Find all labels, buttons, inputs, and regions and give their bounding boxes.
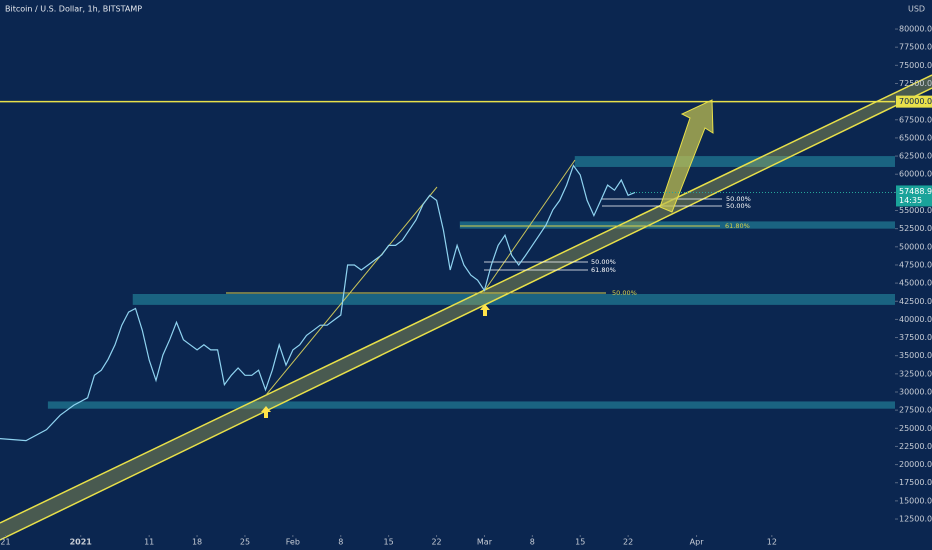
y-tick-label: 47500.00 [899,260,932,269]
y-tick-label: 80000.00 [899,25,932,34]
zone [574,156,895,167]
x-tick-label: 21 [0,538,10,547]
level-tag [896,95,932,108]
up-arrow [480,304,490,316]
x-tick-label: 22 [431,538,441,547]
y-tick-label: 60000.00 [899,170,932,179]
x-tick-label: 18 [192,538,202,547]
y-tick-label: 45000.00 [899,279,932,288]
channel-lower [0,87,932,541]
fib-label: 50.00% [612,289,637,297]
y-tick-label: 20000.00 [899,460,932,469]
x-tick-label: Mar [477,538,493,547]
fib-label: 61.80% [725,222,750,230]
x-tick-label: 25 [240,538,250,547]
y-tick-label: 30000.00 [899,387,932,396]
y-tick-label: 65000.00 [899,133,932,142]
y-tick-label: 42500.00 [899,297,932,306]
last-price-label: 57488.97 [899,187,932,196]
y-tick-label: 37500.00 [899,333,932,342]
y-tick-label: 35000.00 [899,351,932,360]
y-tick-label: 22500.00 [899,442,932,451]
currency: USD [908,5,925,14]
y-tick-label: 32500.00 [899,369,932,378]
x-tick-label: 22 [623,538,633,547]
countdown: 14:35 [899,196,922,205]
channel-fill [0,75,932,540]
y-tick-label: 67500.00 [899,115,932,124]
x-tick-label: 8 [530,538,535,547]
zone [132,293,896,305]
fib-label: 61.80% [591,266,616,274]
x-tick-label: 12 [767,538,777,547]
x-tick-label: 15 [384,538,394,547]
y-tick-label: 62500.00 [899,152,932,161]
y-tick-label: 17500.00 [899,478,932,487]
y-tick-label: 15000.00 [899,496,932,505]
chart-title: Bitcoin / U.S. Dollar, 1h, BITSTAMP [5,5,142,14]
y-tick-label: 55000.00 [899,206,932,215]
zones [47,156,896,409]
fib-labels: 50.00%50.00%61.80%50.00%61.80%50.00% [591,195,751,297]
fib-swing [484,159,576,291]
x-tick-label: 15 [575,538,585,547]
up-arrow [261,406,271,418]
fib-label: 50.00% [726,202,751,210]
x-tick-label: 8 [338,538,343,547]
x-tick-label: Apr [690,538,705,547]
x-tick-label: 2021 [70,538,93,547]
y-tick-label: 72500.00 [899,79,932,88]
fib-label: 50.00% [726,195,751,203]
y-tick-label: 40000.00 [899,315,932,324]
channel-upper [0,74,932,524]
zone [47,401,895,409]
target-arrow [659,99,714,213]
y-tick-label: 52500.00 [899,224,932,233]
y-tick-label: 12500.00 [899,515,932,524]
y-tick-label: 50000.00 [899,242,932,251]
y-tick-label: 25000.00 [899,424,932,433]
level-label: 70000.00 [899,97,932,106]
y-tick-label: 75000.00 [899,61,932,70]
fib-label: 50.00% [591,258,616,266]
x-tick-label: Feb [286,538,300,547]
zone [459,221,895,229]
last-price-tag [896,185,932,207]
fib-swing [265,186,438,396]
x-tick-label: 11 [144,538,154,547]
y-tick-label: 77500.00 [899,43,932,52]
y-tick-label: 27500.00 [899,406,932,415]
price-line [0,164,636,442]
